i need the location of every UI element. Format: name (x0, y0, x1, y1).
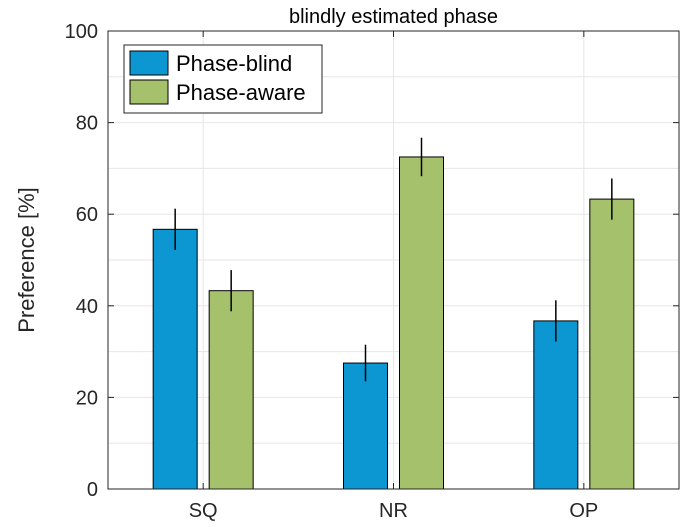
bar (399, 156, 444, 490)
bar (208, 290, 254, 490)
y-tick-label: 100 (65, 21, 98, 43)
legend-swatch (129, 79, 169, 105)
x-tick-label: NR (379, 500, 408, 522)
chart-title: blindly estimated phase (289, 6, 498, 28)
grid-lines (108, 31, 679, 489)
y-tick-label: 40 (76, 296, 98, 318)
x-tick-label: OP (569, 500, 598, 522)
legend: Phase-blind Phase-aware (123, 44, 323, 114)
legend-label: Phase-aware (176, 80, 306, 105)
y-axis-label: Preference [%] (14, 187, 39, 333)
bars-layer (152, 156, 635, 490)
bar (589, 198, 635, 490)
y-tick-label: 60 (76, 204, 98, 226)
error-bars-layer (174, 137, 613, 382)
legend-swatch (129, 50, 169, 76)
bar (533, 320, 579, 490)
bar (343, 362, 388, 490)
y-axis: 0 20 40 60 80 100 (65, 21, 679, 501)
x-tick-label: SQ (189, 500, 218, 522)
y-tick-label: 0 (87, 479, 98, 501)
y-tick-label: 80 (76, 113, 98, 135)
y-tick-label: 20 (76, 387, 98, 409)
legend-label: Phase-blind (176, 51, 292, 76)
bar (152, 228, 198, 490)
x-axis: SQ NR OP (189, 31, 598, 522)
